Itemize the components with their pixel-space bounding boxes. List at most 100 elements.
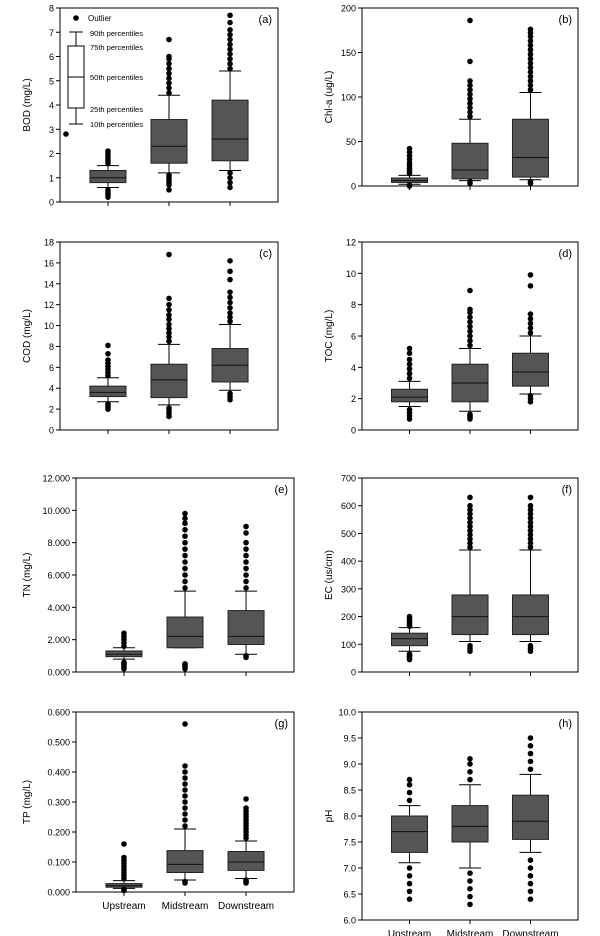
y-tick-label: 8.000 — [47, 538, 70, 548]
iqr-box — [391, 815, 429, 853]
y-axis-label: BOD (mg/L) — [22, 78, 33, 131]
y-tick-label: 1 — [49, 173, 54, 183]
outlier-point — [243, 805, 249, 811]
outlier-point — [467, 95, 473, 102]
outlier-point — [121, 841, 127, 847]
y-tick-label: 10 — [346, 269, 356, 279]
outlier-point — [227, 310, 233, 316]
outlier-point — [182, 817, 188, 823]
y-tick-label: 4 — [49, 101, 54, 111]
outlier-point — [227, 299, 233, 306]
y-tick-label: 7.0 — [343, 864, 356, 874]
panel-a: 0 1 2 3 4 5 6 7 8 BOD (mg/L) (a) — [22, 4, 279, 208]
y-tick-label: 0 — [351, 426, 356, 436]
outlier-point — [166, 330, 172, 336]
y-tick-label: 12.000 — [42, 474, 70, 484]
box-downstream — [227, 796, 265, 886]
outlier-point — [406, 880, 413, 887]
outlier-point — [227, 36, 233, 43]
legend: Outlier 90th percentiles 75th percentiles 5… — [63, 14, 143, 137]
iqr-box — [227, 610, 265, 646]
outlier-point — [166, 321, 172, 328]
outlier-point — [227, 46, 233, 53]
y-tick-label: 150 — [341, 48, 356, 58]
outlier-point — [467, 642, 473, 649]
outlier-point — [105, 357, 111, 363]
outlier-point — [527, 178, 534, 185]
outlier-point — [527, 857, 534, 863]
iqr-box — [227, 851, 265, 871]
outlier-point — [182, 526, 188, 533]
outlier-point — [227, 51, 233, 57]
outlier-point — [467, 769, 473, 775]
y-tick-label: 0.600 — [47, 708, 70, 718]
outlier-point — [243, 523, 249, 530]
outlier-point — [227, 19, 233, 26]
outlier-point — [467, 901, 473, 908]
outlier-point — [467, 515, 473, 521]
y-tick-label: 12 — [44, 300, 54, 310]
outlier-point — [406, 782, 413, 788]
outlier-point — [182, 781, 188, 787]
outlier-point — [406, 873, 413, 879]
outlier-point — [527, 865, 534, 871]
y-tick-label: 12 — [346, 238, 356, 248]
y-tick-label: 0.300 — [47, 798, 70, 808]
outlier-point — [166, 325, 172, 332]
outlier-point — [527, 494, 534, 501]
y-tick-label: 10.000 — [42, 506, 70, 516]
outlier-point — [406, 406, 413, 413]
x-category-label: Midstream — [162, 901, 209, 912]
outlier-point — [166, 75, 172, 82]
box-downstream — [511, 494, 549, 655]
outlier-point — [243, 653, 249, 659]
x-category-label: Upstream — [388, 929, 431, 936]
box-downstream — [227, 523, 265, 661]
outlier-point — [227, 390, 233, 397]
y-tick-label: 6.000 — [47, 571, 70, 581]
outlier-point — [527, 519, 534, 526]
y-tick-label: 2 — [351, 394, 356, 404]
y-tick-label: 8 — [49, 4, 54, 14]
box-upstream — [391, 613, 429, 663]
y-tick-label: 10.0 — [338, 708, 356, 718]
outlier-point — [182, 811, 188, 817]
panel-h: 6.0 6.5 7.0 7.5 8.0 8.5 9.0 9.5 10.0 pH (h) Upstrea… — [324, 708, 579, 936]
box-midstream — [451, 287, 489, 422]
iqr-box — [451, 594, 489, 636]
outlier-point — [527, 750, 534, 757]
outlier-point — [406, 651, 413, 657]
outlier-point — [467, 536, 473, 542]
outlier-point — [182, 878, 188, 885]
outlier-point — [182, 546, 188, 552]
y-tick-label: 200 — [341, 612, 356, 622]
y-tick-label: 6.0 — [343, 916, 356, 926]
outlier-point — [166, 316, 172, 323]
outlier-point — [527, 60, 534, 66]
legend-example-outlier — [63, 131, 69, 137]
panel-label: (h) — [559, 718, 572, 730]
panel-label: (f) — [562, 484, 572, 496]
iqr-box — [511, 118, 549, 178]
box-midstream — [150, 36, 188, 193]
y-tick-label: 2 — [49, 405, 54, 415]
outlier-point — [227, 41, 233, 48]
outlier-point — [527, 78, 534, 84]
outlier-point — [527, 325, 534, 331]
outlier-point — [467, 113, 473, 120]
y-tick-label: 6 — [351, 332, 356, 342]
outlier-point — [166, 334, 172, 340]
outlier-point — [182, 823, 188, 829]
outlier-point — [527, 73, 534, 80]
outlier-point — [527, 515, 534, 521]
x-category-label: Downstream — [218, 901, 274, 912]
outlier-point — [406, 613, 413, 620]
box-downstream — [211, 12, 249, 191]
outlier-point — [467, 502, 473, 509]
outlier-point — [467, 178, 473, 185]
y-tick-label: 4 — [49, 384, 54, 394]
y-axis-label: TP (mg/L) — [22, 780, 33, 824]
box-upstream — [391, 345, 429, 422]
y-tick-label: 700 — [341, 474, 356, 484]
outlier-point — [166, 307, 172, 313]
